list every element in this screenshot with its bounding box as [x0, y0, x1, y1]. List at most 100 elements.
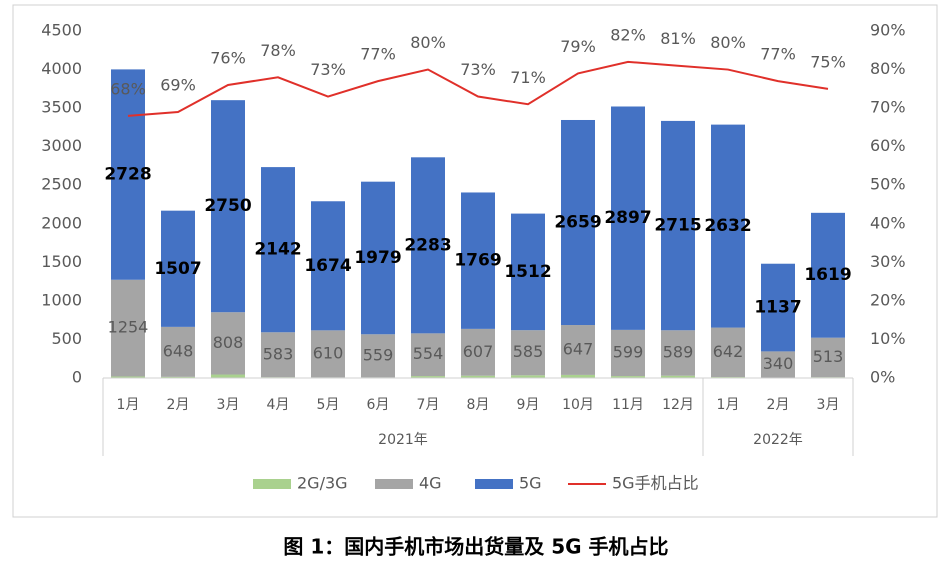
bar-segment [111, 69, 145, 280]
bar-segment [261, 167, 295, 333]
bar-segment [411, 157, 445, 334]
bar-segment [461, 192, 495, 329]
bar-segment [461, 375, 495, 378]
value-label: 2142 [254, 240, 301, 260]
value-label: 2659 [554, 213, 601, 233]
x-tick-label: 7月 [417, 397, 440, 413]
bar-segment [761, 263, 795, 352]
value-label: 585 [513, 342, 544, 361]
bar-segment [811, 337, 845, 378]
y2-tick-label: 20% [870, 290, 906, 309]
x-tick-label: 2月 [767, 397, 790, 413]
legend-swatch [375, 479, 413, 489]
value-label: 648 [163, 341, 194, 360]
y-tick-label: 4000 [41, 59, 82, 78]
bar-segment [361, 334, 395, 378]
bar-segment [561, 374, 595, 378]
bar-segment [361, 181, 395, 335]
x-tick-label: 4月 [267, 397, 290, 413]
value-label: 71% [510, 68, 546, 87]
x-tick-label: 1月 [117, 397, 140, 413]
y-tick-label: 2000 [41, 213, 82, 232]
value-label: 1137 [754, 298, 801, 318]
value-label: 78% [260, 41, 296, 60]
bar-segment [761, 351, 795, 378]
bar-segment [411, 376, 445, 378]
y-tick-label: 0 [72, 368, 82, 387]
value-label: 2715 [654, 216, 701, 236]
value-label: 80% [710, 33, 746, 52]
value-label: 77% [760, 45, 796, 64]
x-tick-label: 6月 [367, 397, 390, 413]
legend-label: 5G手机占比 [612, 474, 699, 493]
bar-segment [511, 330, 545, 376]
y2-tick-label: 90% [870, 21, 906, 40]
value-label: 1979 [354, 248, 401, 268]
bar-segment [311, 330, 345, 378]
legend-swatch [475, 479, 513, 489]
y-tick-label: 1000 [41, 290, 82, 309]
y-tick-label: 3500 [41, 98, 82, 117]
value-label: 77% [360, 45, 396, 64]
bar-segment [161, 376, 195, 378]
value-label: 73% [460, 60, 496, 79]
value-label: 340 [763, 354, 794, 373]
y2-tick-label: 10% [870, 329, 906, 348]
legend-label: 4G [419, 474, 442, 493]
x-tick-label: 3月 [817, 397, 840, 413]
value-label: 583 [263, 344, 294, 363]
y-tick-label: 1500 [41, 252, 82, 271]
x-tick-label: 5月 [317, 397, 340, 413]
value-label: 68% [110, 79, 146, 98]
value-label: 73% [310, 60, 346, 79]
bar-segment [611, 106, 645, 330]
value-label: 1619 [804, 265, 851, 285]
bar-segment [661, 375, 695, 378]
value-label: 2728 [104, 165, 151, 185]
y-tick-label: 4500 [41, 21, 82, 40]
value-label: 1769 [454, 251, 501, 271]
bar-segment [811, 212, 845, 338]
y-tick-label: 500 [51, 329, 82, 348]
y2-tick-label: 60% [870, 136, 906, 155]
value-label: 80% [410, 33, 446, 52]
bar-segment [161, 210, 195, 327]
value-label: 647 [563, 339, 594, 358]
x-tick-label: 9月 [517, 397, 540, 413]
y-tick-label: 2500 [41, 175, 82, 194]
value-label: 1507 [154, 259, 201, 279]
caption: 图 1：国内手机市场出货量及 5G 手机占比 [283, 535, 668, 559]
bar-segment [211, 100, 245, 313]
bar-segment [211, 312, 245, 375]
value-label: 599 [613, 342, 644, 361]
y2-tick-label: 80% [870, 59, 906, 78]
value-label: 2897 [604, 208, 651, 228]
group-label: 2021年 [378, 432, 428, 448]
value-label: 2750 [204, 196, 251, 216]
value-label: 607 [463, 342, 494, 361]
bar-segment [461, 328, 495, 376]
bar-segment [511, 375, 545, 378]
value-label: 81% [660, 29, 696, 48]
value-label: 2632 [704, 216, 751, 236]
bar-segment [661, 120, 695, 331]
x-tick-label: 8月 [467, 397, 490, 413]
value-label: 610 [313, 343, 344, 362]
bar-segment [111, 279, 145, 377]
line-series [127, 60, 829, 117]
bar-segment [511, 213, 545, 331]
value-label: 554 [413, 344, 444, 363]
value-label: 559 [363, 345, 394, 364]
x-tick-label: 1月 [717, 397, 740, 413]
bar-segment [561, 119, 595, 326]
legend-label: 2G/3G [297, 474, 348, 493]
bar-segment [261, 332, 295, 378]
bar-segment [211, 374, 245, 378]
bar-segment [311, 201, 345, 331]
x-tick-label: 10月 [562, 397, 594, 413]
value-label: 2283 [404, 235, 451, 255]
value-label: 589 [663, 342, 694, 361]
legend-label: 5G [519, 474, 542, 493]
x-tick-label: 11月 [612, 397, 644, 413]
